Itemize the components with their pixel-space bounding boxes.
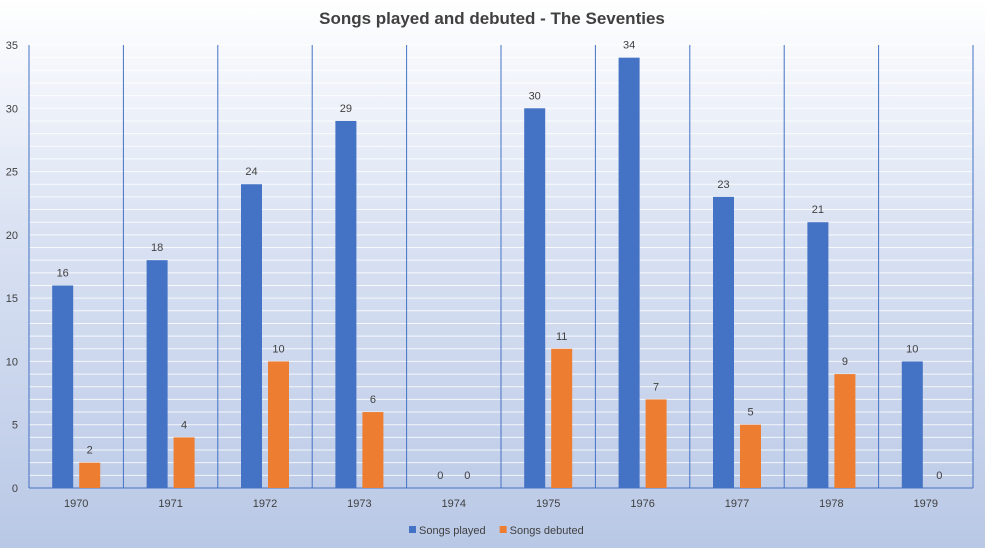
data-label: 6 — [370, 394, 376, 406]
bar-songs-played — [902, 361, 923, 488]
x-tick-label: 1970 — [64, 498, 88, 510]
y-tick-label: 0 — [12, 483, 18, 495]
x-tick-label: 1975 — [536, 498, 560, 510]
legend: Songs played Songs debuted — [409, 525, 584, 537]
legend-swatch — [500, 526, 507, 533]
bar-songs-played — [241, 184, 262, 488]
data-label: 9 — [842, 356, 848, 368]
data-label: 7 — [653, 381, 659, 393]
data-label: 10 — [272, 343, 284, 355]
bar-songs-debuted — [740, 425, 761, 488]
x-tick-label: 1979 — [914, 498, 938, 510]
bar-songs-played — [335, 121, 356, 488]
chart-title: Songs played and debuted - The Seventies — [319, 9, 665, 28]
data-label: 10 — [906, 343, 918, 355]
data-label: 5 — [747, 407, 753, 419]
x-tick-label: 1978 — [819, 498, 843, 510]
data-label: 18 — [151, 242, 163, 254]
legend-swatch — [409, 526, 416, 533]
bar-songs-debuted — [268, 361, 289, 488]
legend-label: Songs played — [419, 525, 486, 537]
data-label: 16 — [57, 267, 69, 279]
y-tick-label: 5 — [12, 420, 18, 432]
data-label: 34 — [623, 40, 635, 52]
y-tick-label: 30 — [6, 103, 18, 115]
data-label: 0 — [936, 470, 942, 482]
bar-songs-debuted — [174, 437, 195, 488]
legend-label: Songs debuted — [510, 525, 584, 537]
y-tick-label: 15 — [6, 293, 18, 305]
data-label: 4 — [181, 419, 187, 431]
gridlines — [29, 45, 973, 488]
x-tick-label: 1976 — [630, 498, 654, 510]
x-tick-label: 1972 — [253, 498, 277, 510]
bar-songs-debuted — [646, 399, 667, 488]
data-label: 0 — [464, 470, 470, 482]
bar-songs-played — [524, 108, 545, 488]
bar-songs-played — [147, 260, 168, 488]
x-tick-label: 1971 — [158, 498, 182, 510]
x-tick-label: 1974 — [442, 498, 466, 510]
data-label: 2 — [87, 445, 93, 457]
bar-songs-debuted — [834, 374, 855, 488]
y-tick-label: 10 — [6, 356, 18, 368]
data-label: 11 — [556, 331, 567, 343]
data-label: 23 — [717, 179, 729, 191]
bar-songs-played — [713, 197, 734, 488]
bar-songs-debuted — [551, 349, 572, 488]
data-label: 21 — [812, 204, 824, 216]
y-axis-ticks: 0 5 10 15 20 25 30 35 — [6, 40, 18, 495]
x-tick-label: 1977 — [725, 498, 749, 510]
bars: 16 2 18 4 24 10 29 6 0 0 30 11 34 7 23 5 21 9 10 0 — [52, 40, 942, 488]
bar-songs-debuted — [362, 412, 383, 488]
bar-songs-played — [619, 58, 640, 488]
data-label: 24 — [245, 166, 257, 178]
y-tick-label: 35 — [6, 40, 18, 52]
x-tick-label: 1973 — [347, 498, 371, 510]
data-label: 30 — [529, 90, 541, 102]
data-label: 0 — [437, 470, 443, 482]
bar-songs-debuted — [79, 463, 100, 488]
bar-songs-played — [52, 285, 73, 488]
y-tick-label: 25 — [6, 167, 18, 179]
data-label: 29 — [340, 103, 352, 115]
y-tick-label: 20 — [6, 230, 18, 242]
x-axis-ticks: 1970 1971 1972 1973 1974 1975 1976 1977 1978 1979 — [64, 498, 938, 510]
bar-songs-played — [807, 222, 828, 488]
